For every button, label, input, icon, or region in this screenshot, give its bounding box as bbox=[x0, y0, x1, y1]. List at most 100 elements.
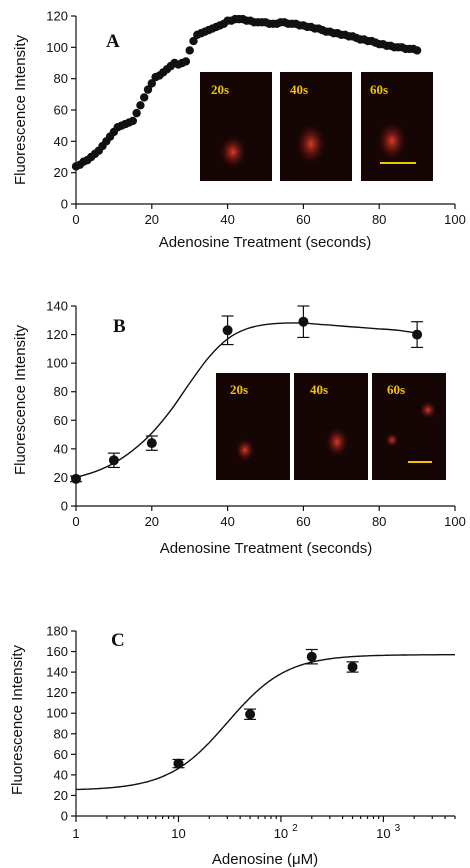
x-tick-exponent: 3 bbox=[395, 823, 401, 834]
data-point bbox=[185, 46, 194, 55]
panel-label-b: B bbox=[113, 316, 126, 337]
data-point bbox=[173, 758, 184, 769]
y-tick-label: 40 bbox=[54, 441, 68, 456]
panel-label-a: A bbox=[106, 31, 120, 52]
y-tick-label: 100 bbox=[46, 40, 68, 55]
inset-b-1-label: 20s bbox=[230, 382, 248, 397]
inset-b-3-label: 60s bbox=[387, 382, 405, 397]
y-tick-label: 60 bbox=[54, 103, 68, 118]
y-tick-label: 80 bbox=[54, 71, 68, 86]
x-tick-label: 100 bbox=[444, 212, 466, 227]
inset-a-1-label: 20s bbox=[211, 82, 229, 97]
y-tick-label: 40 bbox=[54, 134, 68, 149]
data-point bbox=[128, 116, 138, 126]
x-tick-label: 0 bbox=[72, 212, 79, 227]
fit-curve bbox=[75, 654, 455, 791]
inset-a-2-cell bbox=[296, 123, 326, 165]
y-tick-label: 0 bbox=[61, 499, 68, 514]
y-tick-label: 80 bbox=[54, 726, 68, 741]
data-point bbox=[146, 438, 157, 449]
y-tick-label: 20 bbox=[54, 470, 68, 485]
panel-c-y-axis-label: Fluorescence Intensity bbox=[9, 644, 26, 795]
inset-b-3 bbox=[372, 373, 446, 480]
y-tick-label: 120 bbox=[46, 9, 68, 24]
inset-a-3-cell bbox=[377, 121, 407, 161]
inset-b-2-label: 40s bbox=[310, 382, 328, 397]
panel-a-markers bbox=[71, 14, 422, 171]
inset-b-3-cell-2 bbox=[385, 433, 399, 447]
panel-b: B 20s 40s 60s 0 20 40 60 80 100 120 140 0 20 40 60 8… bbox=[12, 299, 466, 558]
y-tick-label: 180 bbox=[46, 624, 68, 639]
y-tick-label: 100 bbox=[46, 706, 68, 721]
x-tick-label: 100 bbox=[444, 514, 466, 529]
data-point bbox=[347, 661, 358, 672]
inset-a-1-cell bbox=[219, 135, 247, 169]
y-tick-label: 20 bbox=[54, 165, 68, 180]
y-tick-label: 120 bbox=[46, 327, 68, 342]
panel-c: C 0 20 40 60 80 100 120 140 160 180 1 10 10 2 10 3 Aden… bbox=[9, 624, 456, 868]
data-point bbox=[71, 473, 81, 484]
x-tick-label: 1 bbox=[72, 826, 79, 841]
data-point bbox=[143, 85, 153, 94]
y-tick-label: 40 bbox=[54, 767, 68, 782]
data-point bbox=[140, 93, 149, 102]
panel-c-x-axis-label: Adenosine (μM) bbox=[212, 851, 318, 868]
x-tick-label: 60 bbox=[296, 212, 310, 227]
data-point bbox=[181, 57, 191, 66]
data-point bbox=[412, 46, 422, 55]
x-tick-label: 40 bbox=[220, 514, 234, 529]
x-tick-label: 10 bbox=[274, 826, 288, 841]
x-tick-label: 10 bbox=[171, 826, 185, 841]
x-tick-label: 60 bbox=[296, 514, 310, 529]
y-tick-label: 0 bbox=[61, 809, 68, 824]
inset-a-3-label: 60s bbox=[370, 82, 388, 97]
data-point bbox=[189, 36, 198, 46]
inset-a-2-label: 40s bbox=[290, 82, 308, 97]
panel-c-markers bbox=[75, 648, 455, 791]
inset-b-3-cell-1 bbox=[419, 401, 437, 419]
inset-b-1 bbox=[216, 373, 290, 480]
data-point bbox=[147, 79, 156, 88]
x-tick-label: 10 bbox=[376, 826, 390, 841]
data-point bbox=[298, 316, 309, 327]
panel-c-axes: 0 20 40 60 80 100 120 140 160 180 1 10 10 2 10 3 bbox=[46, 624, 456, 841]
panel-b-axes: 0 20 40 60 80 100 120 140 0 20 40 60 80 100 bbox=[46, 299, 466, 530]
data-point bbox=[245, 709, 256, 720]
data-point bbox=[306, 651, 317, 662]
y-tick-label: 120 bbox=[46, 685, 68, 700]
panel-label-c: C bbox=[111, 630, 125, 651]
data-point bbox=[132, 108, 141, 118]
data-point bbox=[108, 455, 119, 466]
x-tick-label: 40 bbox=[220, 212, 234, 227]
x-tick-label: 80 bbox=[372, 212, 386, 227]
y-tick-label: 0 bbox=[61, 197, 68, 212]
panel-a-insets: 20s 40s 60s bbox=[200, 72, 433, 181]
y-tick-label: 80 bbox=[54, 384, 68, 399]
x-tick-label: 80 bbox=[372, 514, 386, 529]
x-tick-label: 0 bbox=[72, 514, 79, 529]
panel-b-insets: 20s 40s 60s bbox=[216, 373, 446, 480]
panel-b-x-axis-label: Adenosine Treatment (seconds) bbox=[160, 540, 373, 557]
panel-a-x-axis-label: Adenosine Treatment (seconds) bbox=[159, 234, 372, 251]
inset-b-1-cell bbox=[235, 438, 255, 462]
y-tick-label: 100 bbox=[46, 356, 68, 371]
y-tick-label: 60 bbox=[54, 747, 68, 762]
data-point bbox=[222, 325, 233, 336]
data-point bbox=[136, 101, 145, 110]
fit-curve bbox=[75, 322, 418, 479]
panel-b-markers bbox=[70, 305, 424, 484]
inset-b-2-cell bbox=[325, 427, 349, 457]
y-tick-label: 140 bbox=[46, 665, 68, 680]
y-tick-label: 160 bbox=[46, 644, 68, 659]
panel-b-y-axis-label: Fluorescence Intensity bbox=[12, 324, 29, 475]
x-tick-label: 20 bbox=[145, 212, 159, 227]
x-tick-exponent: 2 bbox=[292, 823, 298, 834]
y-tick-label: 20 bbox=[54, 788, 68, 803]
x-tick-label: 20 bbox=[145, 514, 159, 529]
data-point bbox=[412, 329, 423, 340]
panel-a-axes: 0 20 40 60 80 100 120 0 20 40 60 80 100 bbox=[46, 9, 466, 228]
panel-a-y-axis-label: Fluorescence Intensity bbox=[12, 34, 29, 185]
y-tick-label: 140 bbox=[46, 299, 68, 314]
inset-b-2 bbox=[294, 373, 368, 480]
